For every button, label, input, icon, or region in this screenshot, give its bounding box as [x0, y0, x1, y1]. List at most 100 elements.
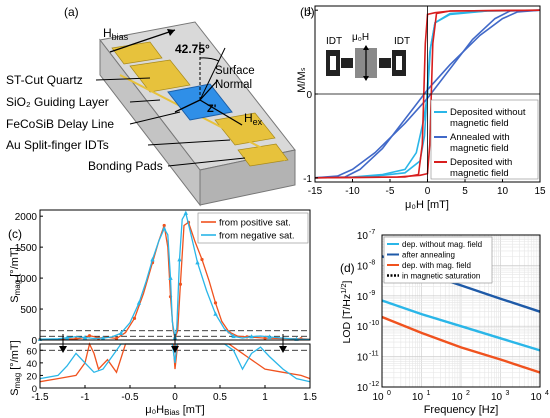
- c-point-1-28: [231, 333, 236, 339]
- d-legend-label-1: after annealing: [402, 251, 455, 260]
- c-ylabel-unit: [°/mT]: [9, 247, 21, 280]
- c-legend-label-0: from positive sat.: [219, 218, 291, 229]
- c-point-0-20: [178, 282, 182, 286]
- c-xtick-label-2: -0.5: [121, 392, 139, 403]
- c-legend-label-1: from negative sat.: [219, 231, 295, 242]
- inset-idt-right-gap: [396, 56, 402, 70]
- c-point-1-8: [118, 330, 124, 335]
- c-point-0-14: [162, 223, 166, 228]
- c-ytick-bottom-label-1: 20: [26, 371, 37, 382]
- idts-label: Au Split-finger IDTs: [6, 138, 109, 152]
- d-xtick-label-3: 10: [491, 392, 503, 403]
- d-ytick-label-5: 10: [357, 231, 369, 242]
- idts-leader: [147, 139, 231, 146]
- panel-d-ylabel: LOD [T/Hz1/2]: [339, 280, 353, 343]
- d-ytick-exp-3: -9: [369, 290, 375, 297]
- panel-d-frame: [381, 234, 541, 388]
- inset-field: μ₀H: [352, 32, 369, 43]
- hbias-sub: bias: [112, 32, 129, 42]
- hex-label: H: [244, 111, 253, 125]
- b-ytick-label-2: 1: [306, 6, 312, 17]
- fecosib-leader: [129, 111, 181, 125]
- quartz-leader: [95, 77, 151, 81]
- b-legend-box: [430, 99, 539, 180]
- panel-a: (a) Hbias 42.75° Surface Normal Hex Z' S…: [6, 5, 296, 207]
- d-series-0: [381, 299, 541, 352]
- c-point-1-12: [150, 257, 155, 262]
- c-point-0-24: [200, 257, 204, 262]
- z-axis-arrow: [174, 99, 201, 113]
- idt-front: [214, 112, 276, 146]
- panel-d-legend: dep. without mag. field after annealingde…: [383, 236, 493, 284]
- z-axis-label: Z': [207, 103, 217, 115]
- c-xtick-label-5: 1: [262, 392, 268, 403]
- c-ylabel-sub: mag: [13, 280, 22, 296]
- c-xtick-label-3: 0: [172, 392, 178, 403]
- panel-label-c: (c): [8, 227, 22, 241]
- d-ylabel-sup: 1/2: [339, 283, 348, 293]
- d-xtick-exp-4: 4: [545, 390, 549, 397]
- panel-c-ylabel-top: Smag [°/mT]: [9, 247, 22, 302]
- inset-idt-right-finger: [379, 58, 391, 68]
- hbias-arrowhead: [167, 29, 175, 36]
- c-xtick-label-1: -1: [81, 392, 90, 403]
- c-legend-box: [197, 212, 309, 244]
- c-ylabel2-main: S: [9, 388, 21, 395]
- panel-c-series: [37, 210, 311, 383]
- d-legend-box: [383, 236, 493, 284]
- c-point-1-6: [100, 335, 106, 340]
- c-point-1-26: [213, 311, 218, 316]
- b-xtick-label-6: 15: [534, 186, 546, 197]
- hbias-arrow: [109, 29, 176, 53]
- panel-b-inset: IDT μ₀H IDT: [319, 29, 419, 83]
- tilt-line: [199, 47, 226, 101]
- c-xlabel-unit: [mT]: [180, 404, 205, 416]
- b-xtick-label-2: -5: [386, 186, 395, 197]
- c-ytick-top-label-0: 0: [31, 336, 37, 347]
- inset-arrow-down: [363, 76, 369, 81]
- inset-idt-right: IDT: [394, 36, 410, 47]
- panel-b-legend: Deposited without magnetic field Annealed …: [430, 99, 539, 180]
- inset-idt-left-gap: [330, 56, 336, 70]
- c-point-0-10: [132, 316, 137, 320]
- b-legend-line2-0: magnetic field: [450, 118, 509, 129]
- d-xtick-label-0: 10: [372, 392, 384, 403]
- sio2-label: SiO₂ Guiding Layer: [6, 95, 109, 109]
- c-ylabel2-unit: [°/mT]: [9, 340, 21, 373]
- panel-b-axes: -15 -10 -5 0 5 10 15-101: [303, 6, 546, 197]
- panel-label-b: (b): [300, 5, 315, 19]
- panel-c-legend: from positive sat. from negative sat.: [197, 212, 309, 244]
- d-ytick-exp-2: -10: [369, 320, 379, 327]
- c-point-1-10: [136, 300, 142, 305]
- b-legend-label-0: Deposited without magnetic field: [450, 107, 526, 129]
- d-xtick-exp-3: 3: [506, 390, 510, 397]
- hbias-text: Hbias: [103, 26, 129, 42]
- b-xtick-label-4: 5: [462, 186, 468, 197]
- c-xlabel-main: μ₀H: [145, 404, 164, 416]
- c-point-1-14: [162, 226, 167, 231]
- hex-sub: ex: [253, 117, 263, 127]
- c-series-bottom-1: [39, 343, 311, 383]
- d-ytick-label-2: 10: [357, 322, 369, 333]
- c-series-top-1: [39, 211, 311, 341]
- d-legend-label-2: dep. with mag. field: [402, 261, 471, 270]
- b-legend-line2-1: magnetic field: [450, 143, 509, 154]
- pads-leader: [167, 157, 246, 167]
- inset-arrow-up: [363, 45, 369, 50]
- c-ytick-bottom-label-2: 40: [26, 359, 37, 370]
- d-xtick-exp-1: 1: [427, 390, 431, 397]
- b-legend-label-1: Annealed with magnetic field: [450, 132, 510, 154]
- c-xtick-label-6: 1.5: [303, 392, 317, 403]
- d-ylabel-end: ]: [341, 280, 353, 283]
- c-point-1-2: [64, 335, 70, 340]
- d-ytick-exp-0: -12: [369, 381, 379, 388]
- panel-d-xlabel: Frequency [Hz]: [424, 404, 499, 416]
- d-xtick-exp-2: 2: [466, 390, 470, 397]
- idt-back: [129, 59, 191, 93]
- d-xtick-label-1: 10: [412, 392, 424, 403]
- sio2-leader: [129, 99, 161, 103]
- hbias-label: H: [103, 26, 112, 40]
- panel-b: (b) -15 -10 -5 0 5 10 15-101 M/Mₛ μ₀H [mT] IDT…: [296, 5, 546, 211]
- zoom-arrowhead-center: [171, 346, 179, 353]
